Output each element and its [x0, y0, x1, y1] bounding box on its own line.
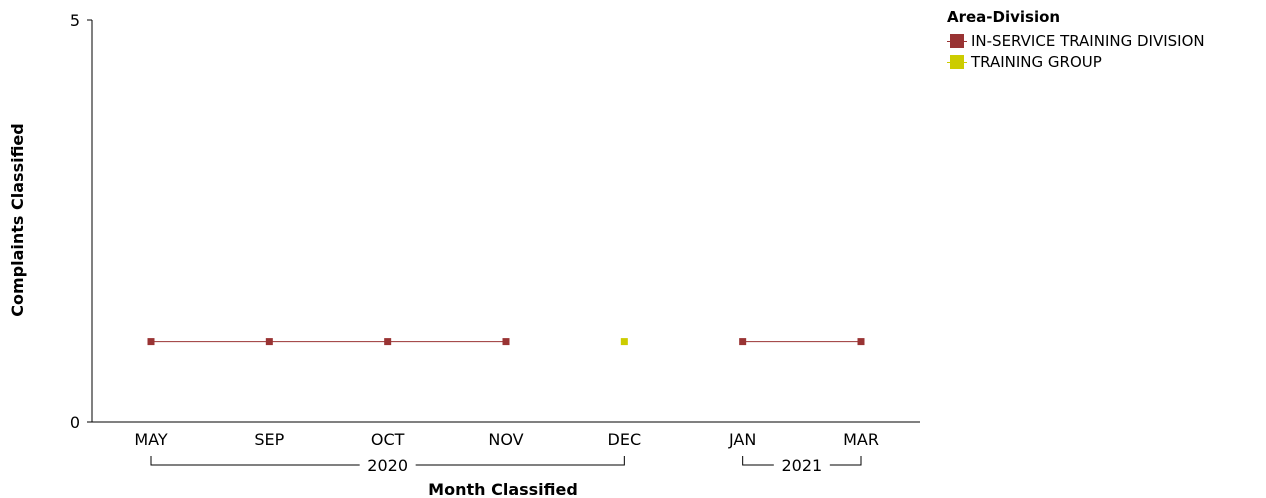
data-point — [502, 338, 510, 346]
legend-label: TRAINING GROUP — [971, 52, 1102, 71]
line-chart: Complaints Classified Month Classified 0… — [8, 11, 920, 498]
year-group-bracket — [150, 456, 625, 466]
data-point — [384, 338, 392, 346]
x-tick-label: DEC — [608, 430, 642, 449]
x-axis-title: Month Classified — [428, 480, 578, 498]
year-group-label: 2020 — [367, 456, 408, 475]
x-tick-label: SEP — [254, 430, 284, 449]
legend-item: TRAINING GROUP — [947, 51, 1205, 72]
legend-items: IN-SERVICE TRAINING DIVISION TRAINING GRO… — [947, 30, 1205, 72]
x-tick-label: MAR — [843, 430, 879, 449]
y-tick-label: 5 — [70, 11, 80, 30]
y-axis-title: Complaints Classified — [8, 123, 27, 316]
legend-swatch — [947, 54, 967, 69]
data-point — [265, 338, 273, 346]
legend: Area-Division IN-SERVICE TRAINING DIVISI… — [947, 8, 1205, 72]
data-point — [739, 338, 747, 346]
data-point — [147, 338, 155, 346]
data-point — [857, 338, 865, 346]
data-point — [620, 338, 628, 346]
y-tick-label: 0 — [70, 413, 80, 432]
legend-swatch — [947, 33, 967, 48]
legend-item: IN-SERVICE TRAINING DIVISION — [947, 30, 1205, 51]
year-group-bracket — [742, 456, 862, 466]
x-tick-label: NOV — [488, 430, 523, 449]
legend-title: Area-Division — [947, 8, 1061, 26]
x-tick-label: OCT — [371, 430, 405, 449]
x-tick-label: JAN — [728, 430, 756, 449]
x-tick-label: MAY — [134, 430, 168, 449]
legend-label: IN-SERVICE TRAINING DIVISION — [971, 31, 1205, 50]
year-group-label: 2021 — [781, 456, 822, 475]
